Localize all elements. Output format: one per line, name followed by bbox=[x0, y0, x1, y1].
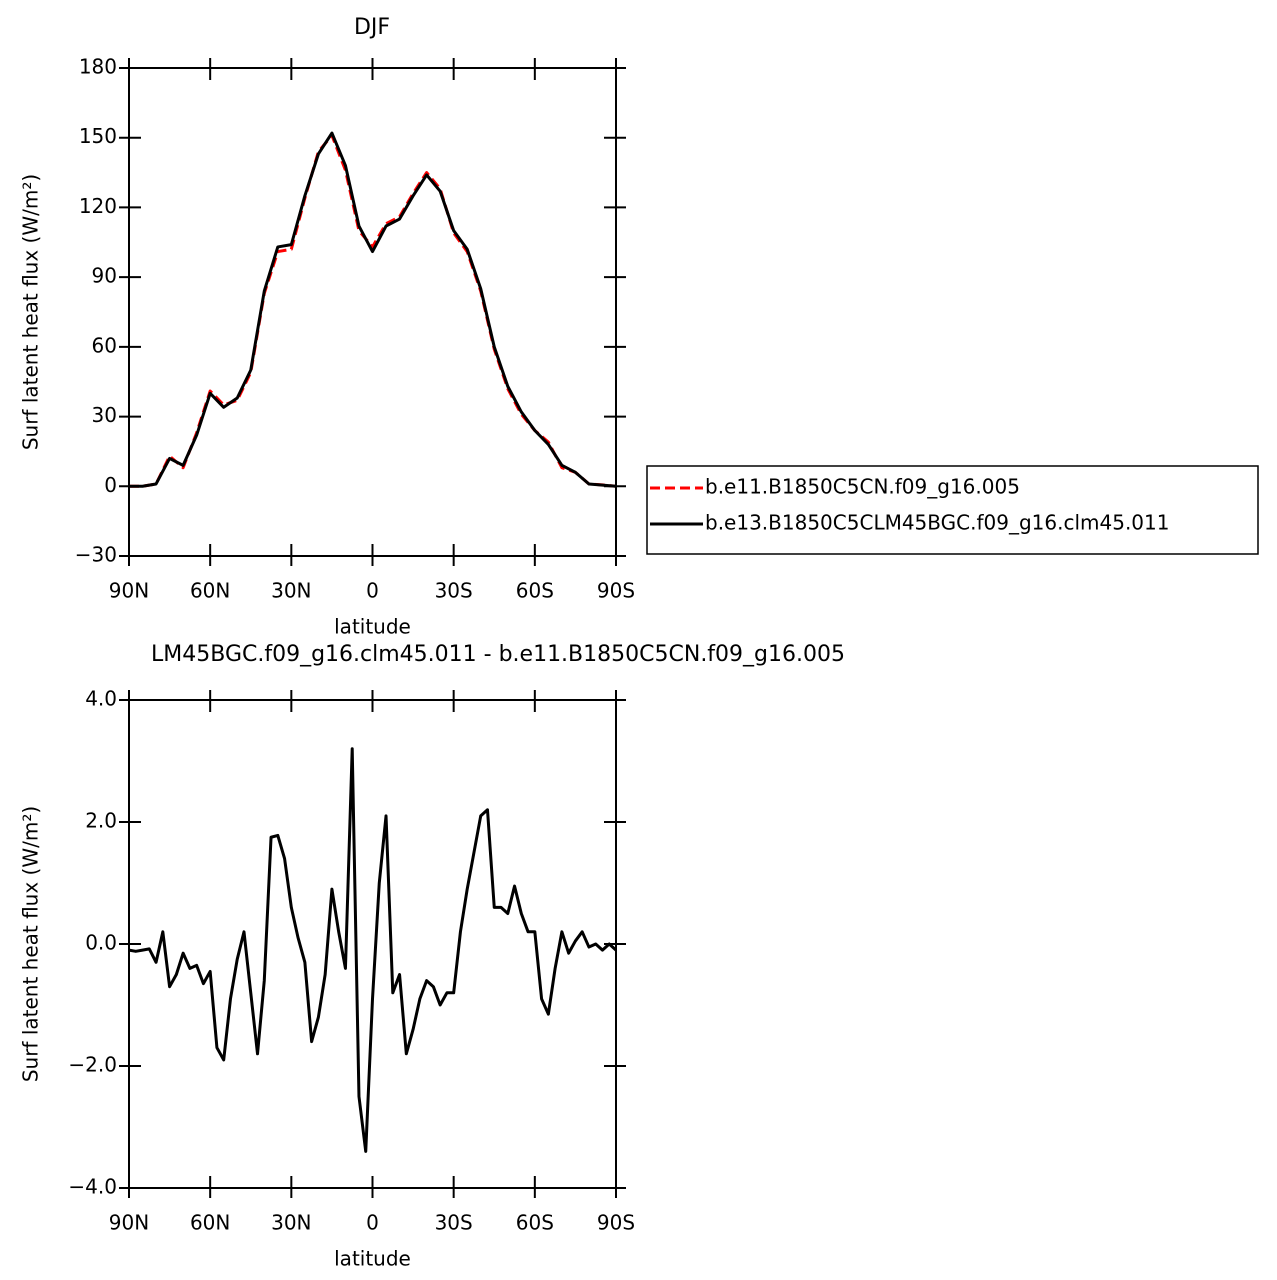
y-tick-label: 120 bbox=[79, 194, 117, 218]
y-tick-label: 180 bbox=[79, 55, 117, 79]
chart-title: LM45BGC.f09_g16.clm45.011 - b.e11.B1850C… bbox=[151, 642, 845, 667]
x-tick-label: 90N bbox=[109, 579, 149, 603]
y-tick-label: 90 bbox=[92, 264, 117, 288]
plot-frame bbox=[128, 67, 617, 557]
x-tick-label: 30N bbox=[271, 1211, 311, 1235]
y-axis-label: Surf latent heat flux (W/m²) bbox=[19, 174, 43, 450]
y-tick-label: 30 bbox=[92, 403, 117, 427]
x-tick-label: 60S bbox=[516, 579, 554, 603]
chart-title: DJF bbox=[354, 15, 390, 40]
legend-box bbox=[646, 465, 1259, 555]
y-tick-label: 4.0 bbox=[85, 687, 117, 711]
x-tick-label: 30N bbox=[271, 579, 311, 603]
x-tick-label: 60N bbox=[190, 1211, 230, 1235]
legend-label: b.e13.B1850C5CLM45BGC.f09_g16.clm45.011 bbox=[705, 511, 1169, 535]
x-tick-label: 90N bbox=[109, 1211, 149, 1235]
y-tick-label: 0.0 bbox=[85, 931, 117, 955]
x-tick-label: 90S bbox=[597, 1211, 635, 1235]
y-axis-label: Surf latent heat flux (W/m²) bbox=[19, 806, 43, 1082]
x-tick-label: 30S bbox=[435, 1211, 473, 1235]
x-tick-label: 30S bbox=[435, 579, 473, 603]
y-tick-label: 150 bbox=[79, 124, 117, 148]
data-line bbox=[128, 747, 618, 1153]
legend-label: b.e11.B1850C5CN.f09_g16.005 bbox=[705, 475, 1020, 499]
y-tick-label: 2.0 bbox=[85, 809, 117, 833]
x-tick-label: 90S bbox=[597, 579, 635, 603]
y-tick-label: −30 bbox=[75, 543, 117, 567]
x-tick-label: 0 bbox=[366, 1211, 379, 1235]
data-line bbox=[129, 133, 617, 488]
x-tick-label: 0 bbox=[366, 579, 379, 603]
x-axis-label: latitude bbox=[334, 615, 411, 639]
y-tick-label: −2.0 bbox=[68, 1053, 117, 1077]
y-tick-label: 60 bbox=[92, 333, 117, 357]
y-tick-label: −4.0 bbox=[68, 1175, 117, 1199]
y-tick-label: 0 bbox=[104, 473, 117, 497]
x-axis-label: latitude bbox=[334, 1247, 411, 1271]
x-tick-label: 60S bbox=[516, 1211, 554, 1235]
plot-frame bbox=[128, 699, 617, 1189]
x-tick-label: 60N bbox=[190, 579, 230, 603]
data-line bbox=[129, 131, 617, 488]
